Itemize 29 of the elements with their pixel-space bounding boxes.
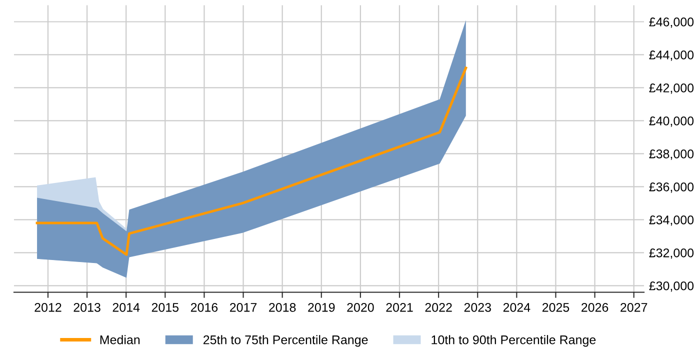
y-tick-label: £38,000 <box>649 150 694 160</box>
x-tick-label: 2014 <box>112 302 140 312</box>
x-tick-label: 2013 <box>74 302 100 312</box>
x-tick-label: 2020 <box>347 302 374 312</box>
y-tick-label: £42,000 <box>649 84 694 94</box>
y-tick-label: £40,000 <box>649 116 694 127</box>
y-tick-label: £44,000 <box>649 50 694 61</box>
x-tick-label: 2022 <box>425 302 452 312</box>
x-tick-label: 2026 <box>582 302 608 312</box>
x-tick-label: 2025 <box>542 302 570 312</box>
x-tick-label: 2024 <box>503 302 530 312</box>
x-tick-label: 2019 <box>308 302 335 312</box>
x-tick-label: 2023 <box>464 302 491 312</box>
x-tick-label: 2012 <box>34 302 62 312</box>
y-tick-label: £34,000 <box>649 215 694 226</box>
legend-label: 10th to 90th Percentile Range <box>432 335 596 347</box>
y-tick-label: £32,000 <box>649 248 694 259</box>
legend-label: 25th to 75th Percentile Range <box>203 335 368 347</box>
x-tick-label: 2018 <box>269 302 296 312</box>
line-series <box>36 66 468 256</box>
x-tick-label: 2015 <box>152 302 179 312</box>
x-tick-label: 2017 <box>230 302 257 312</box>
x-tick-label: 2027 <box>620 302 648 312</box>
x-tick-label: 2021 <box>386 302 413 312</box>
y-tick-label: £36,000 <box>649 182 694 193</box>
y-tick-label: £46,000 <box>649 18 694 28</box>
legend-label: Median <box>100 335 140 344</box>
y-tick-label: £30,000 <box>649 281 694 292</box>
x-tick-label: 2016 <box>190 302 218 312</box>
